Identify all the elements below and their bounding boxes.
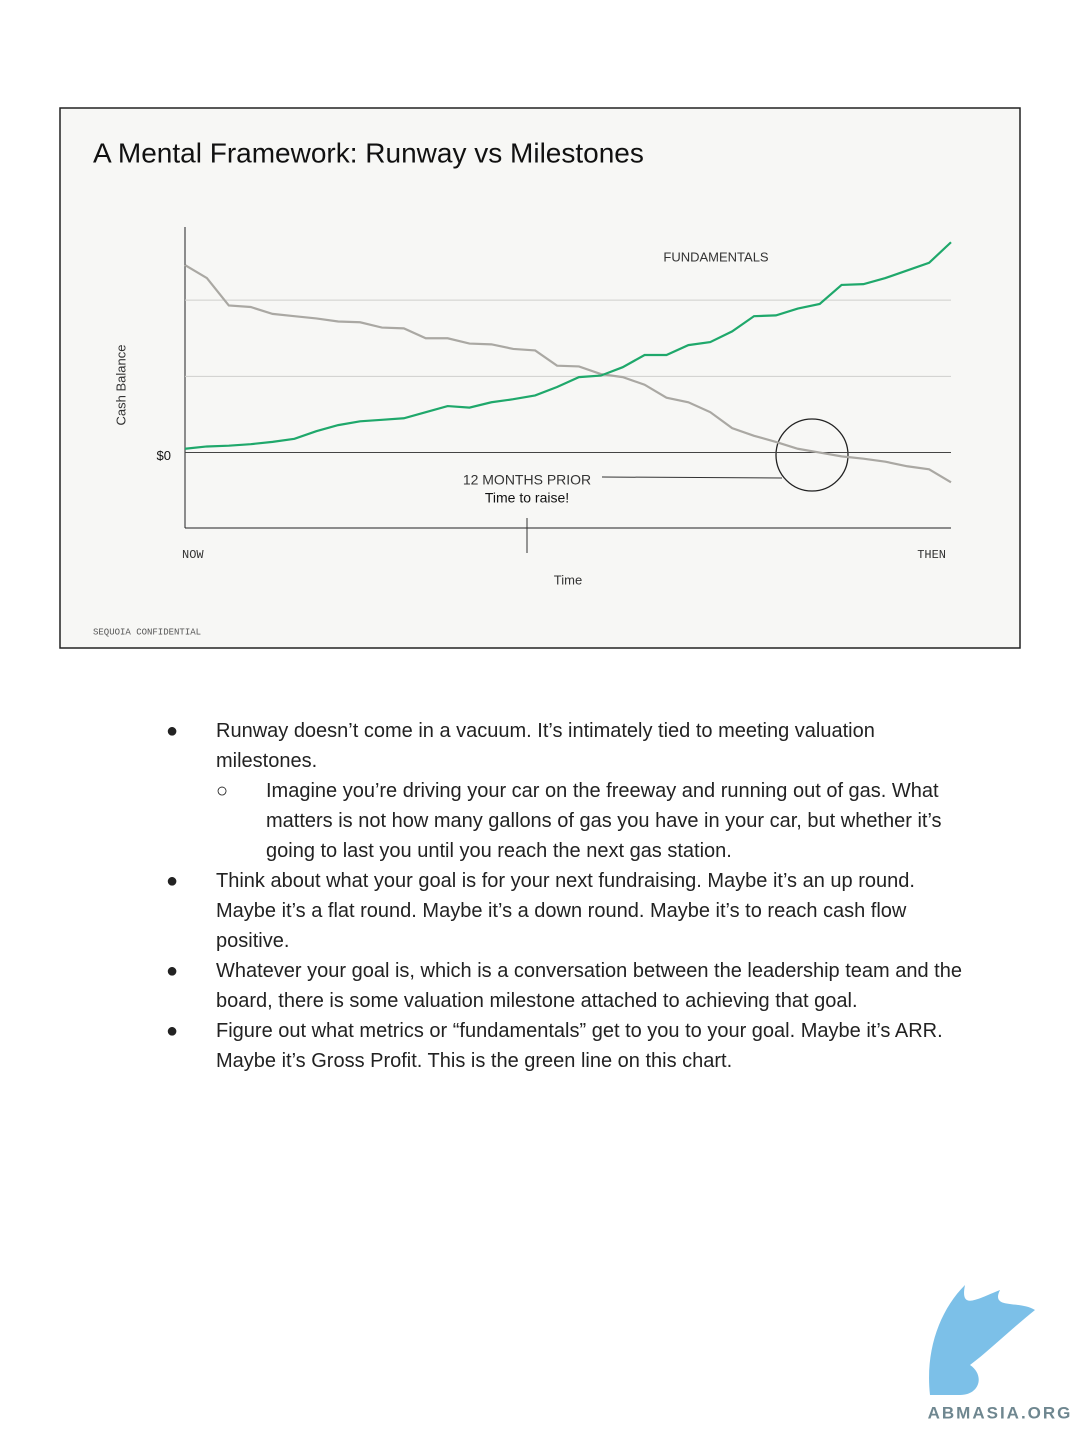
bullet-marker: ● <box>166 720 179 742</box>
x-axis-label: Time <box>554 572 582 587</box>
annotation-leader <box>601 476 783 479</box>
chart-title: A Mental Framework: Runway vs Milestones <box>93 137 644 168</box>
highlight-circle <box>775 418 849 492</box>
watermark-logo <box>929 1285 1035 1395</box>
bullet-text: Runway doesn’t come in a vacuum. It’s in… <box>216 720 875 772</box>
annotation-subtext: Time to raise! <box>485 490 569 506</box>
x-tick-label: NOW <box>182 548 204 562</box>
bullet-marker: ● <box>166 870 179 892</box>
sub-bullet-marker: ○ <box>216 780 229 802</box>
annotation: 12 MONTHS PRIOR <box>463 472 591 488</box>
footer: SEQUOIA CONFIDENTIAL <box>93 627 201 637</box>
y-tick-label: $0 <box>157 448 171 463</box>
y-axis-label: Cash Balance <box>113 345 128 426</box>
slide-frame <box>59 107 1021 649</box>
sub-bullet-text: Imagine you’re driving your car on the f… <box>266 780 942 862</box>
bullet-text: Whatever your goal is, which is a conver… <box>216 960 962 1012</box>
x-tick-label: THEN <box>917 548 946 562</box>
bullet-marker: ● <box>166 960 179 982</box>
watermark-text: ABMASIA.ORG <box>928 1403 1073 1422</box>
bullet-marker: ● <box>166 1020 179 1042</box>
series-line <box>184 241 952 450</box>
bullet-text: Think about what your goal is for your n… <box>216 870 915 952</box>
bullet-text: Figure out what metrics or “fundamentals… <box>216 1020 943 1072</box>
series-label: FUNDAMENTALS <box>663 249 769 264</box>
series-line <box>184 264 952 484</box>
